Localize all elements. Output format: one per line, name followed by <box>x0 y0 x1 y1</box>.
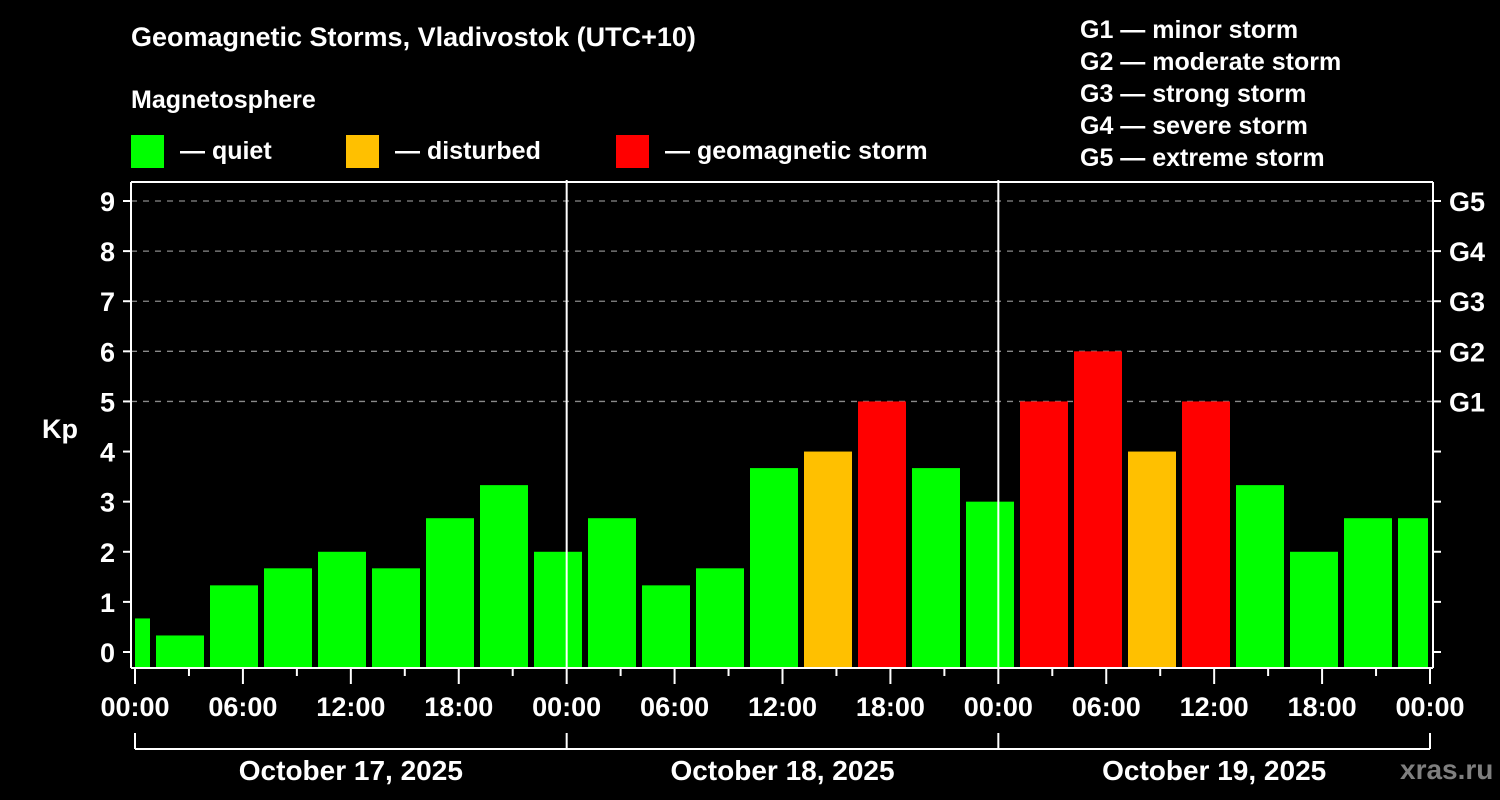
y-tick-label: 7 <box>100 287 115 317</box>
kp-bar <box>750 468 798 668</box>
legend-item-storm: — geomagnetic storm <box>616 134 928 168</box>
kp-bar <box>156 635 204 668</box>
g-scale-g2: G2 — moderate storm <box>1080 48 1342 76</box>
y-tick-label: 3 <box>100 488 115 518</box>
kp-bar <box>1236 485 1284 668</box>
g-level-label: G3 <box>1449 287 1485 317</box>
kp-bar <box>966 501 1014 668</box>
g-level-label: G1 <box>1449 387 1485 417</box>
g-scale-g5: G5 — extreme storm <box>1080 144 1325 172</box>
kp-bar <box>1128 451 1176 668</box>
x-tick-label: 12:00 <box>1180 692 1249 722</box>
x-tick-label: 00:00 <box>532 692 601 722</box>
legend-swatch-disturbed <box>346 134 379 168</box>
x-tick-label: 18:00 <box>424 692 493 722</box>
y-axis-label: Kp <box>42 414 78 444</box>
kp-bar <box>534 551 582 668</box>
x-tick-label: 06:00 <box>1072 692 1141 722</box>
kp-bar <box>642 585 690 668</box>
g-level-label: G4 <box>1449 237 1485 267</box>
g-scale-g1: G1 — minor storm <box>1080 16 1299 44</box>
x-tick-label: 00:00 <box>1395 692 1464 722</box>
legend-heading: Magnetosphere <box>131 86 316 114</box>
legend-swatch-quiet <box>131 134 164 168</box>
x-tick-label: 06:00 <box>208 692 277 722</box>
kp-bar <box>135 618 150 668</box>
axes <box>123 180 1441 750</box>
kp-bar <box>588 518 636 668</box>
kp-bar <box>1074 351 1122 668</box>
kp-bar <box>858 401 906 668</box>
x-tick-label: 00:00 <box>100 692 169 722</box>
gridlines <box>131 200 1433 403</box>
legend-item-disturbed: — disturbed <box>346 134 541 168</box>
kp-bar <box>426 518 474 668</box>
legend-label-storm: — geomagnetic storm <box>665 136 928 165</box>
legend-label-quiet: — quiet <box>180 136 272 165</box>
watermark: xras.ru <box>1400 754 1494 785</box>
y-tick-label: 9 <box>100 187 115 217</box>
x-tick-label: 18:00 <box>856 692 925 722</box>
g-scale-legend: G1 — minor storm G2 — moderate storm G3 … <box>1080 14 1341 174</box>
y-tick-label: 1 <box>100 588 115 618</box>
kp-bar <box>264 568 312 668</box>
axis-labels: 0 1 2 3 4 5 6 7 8 9 G1 G2 G3 G4 G5 Kp 00:00 06:00 12:00 18:… <box>42 187 1485 786</box>
kp-bar <box>912 468 960 668</box>
kp-bar <box>1290 551 1338 668</box>
g-scale-g4: G4 — severe storm <box>1080 112 1308 140</box>
kp-bar <box>1020 401 1068 668</box>
date-label: October 19, 2025 <box>1102 755 1326 786</box>
date-label: October 18, 2025 <box>670 755 894 786</box>
y-tick-label: 0 <box>100 638 115 668</box>
y-tick-label: 4 <box>100 438 115 468</box>
legend-swatch-storm <box>616 134 649 168</box>
chart-title: Geomagnetic Storms, Vladivostok (UTC+10) <box>131 22 696 52</box>
x-tick-label: 00:00 <box>964 692 1033 722</box>
kp-bar <box>804 451 852 668</box>
y-tick-label: 5 <box>100 387 115 417</box>
kp-bar <box>1344 518 1392 668</box>
y-tick-label: 6 <box>100 337 115 367</box>
legend-item-quiet: — quiet <box>131 134 272 168</box>
x-tick-label: 12:00 <box>316 692 385 722</box>
legend-label-disturbed: — disturbed <box>395 136 541 165</box>
kp-bar <box>318 551 366 668</box>
x-tick-label: 18:00 <box>1288 692 1357 722</box>
g-level-label: G2 <box>1449 337 1485 367</box>
kp-bar <box>1182 401 1230 668</box>
x-tick-label: 12:00 <box>748 692 817 722</box>
bar-series <box>135 351 1428 668</box>
kp-bar <box>1398 518 1428 668</box>
kp-bar <box>480 485 528 668</box>
y-tick-label: 2 <box>100 538 115 568</box>
kp-bar <box>210 585 258 668</box>
g-scale-g3: G3 — strong storm <box>1080 80 1307 108</box>
kp-bar <box>372 568 420 668</box>
kp-bar <box>696 568 744 668</box>
date-label: October 17, 2025 <box>239 755 463 786</box>
g-level-label: G5 <box>1449 187 1485 217</box>
y-tick-label: 8 <box>100 237 115 267</box>
x-tick-label: 06:00 <box>640 692 709 722</box>
